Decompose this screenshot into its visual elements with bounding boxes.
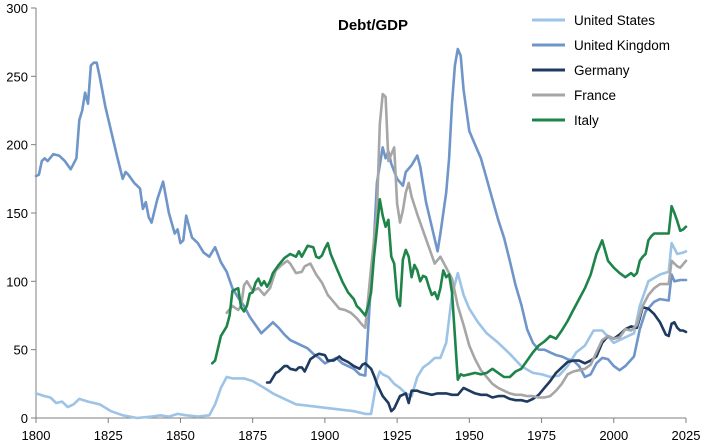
y-tick-label: 150 xyxy=(6,206,28,221)
y-tick-label: 100 xyxy=(6,274,28,289)
y-tick-label: 300 xyxy=(6,1,28,16)
chart-axes: 0 50 100 150 200 250 300 1800 1825 1850 1875 1900 19… xyxy=(6,1,700,443)
series-line-italy xyxy=(210,198,688,381)
y-tick-label: 50 xyxy=(14,343,28,358)
legend-label-italy: Italy xyxy=(574,113,599,128)
chart-title: Debt/GDP xyxy=(338,17,408,34)
x-tick-label: 1825 xyxy=(94,428,123,443)
series-line-france xyxy=(225,92,688,399)
y-tick-label: 250 xyxy=(6,69,28,84)
legend-label-germany: Germany xyxy=(574,63,630,78)
x-tick-label: 2000 xyxy=(599,428,628,443)
series-line-united-kingdom xyxy=(34,47,688,379)
x-tick-label: 1950 xyxy=(455,428,484,443)
x-tick-label: 1800 xyxy=(22,428,51,443)
x-tick-label: 1850 xyxy=(166,428,195,443)
x-tick-label: 1900 xyxy=(310,428,339,443)
y-tick-label: 0 xyxy=(21,411,28,426)
y-tick-label: 200 xyxy=(6,138,28,153)
x-tick-label: 1925 xyxy=(383,428,412,443)
series-line-germany xyxy=(265,306,688,413)
legend-label-united-kingdom: United Kingdom xyxy=(574,38,670,53)
series-line-united-states xyxy=(34,241,688,420)
chart-legend: United States United Kingdom Germany France… xyxy=(532,13,670,128)
legend-label-united-states: United States xyxy=(574,13,655,28)
legend-label-france: France xyxy=(574,88,616,103)
x-tick-label: 1875 xyxy=(238,428,267,443)
x-tick-label: 2025 xyxy=(672,428,701,443)
x-tick-label: 1975 xyxy=(527,428,556,443)
chart-series-lines xyxy=(34,47,688,420)
